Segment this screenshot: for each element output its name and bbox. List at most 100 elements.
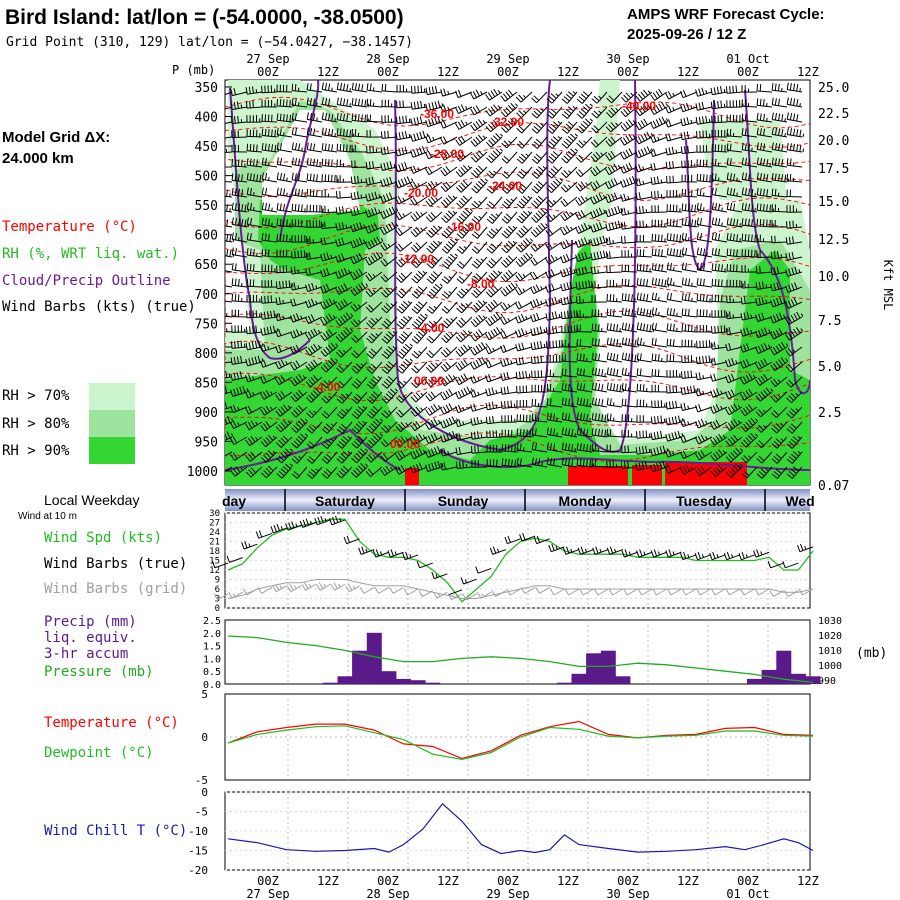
rh-key-80: RH > 80% (2, 416, 70, 432)
upper-wind-barb (530, 340, 548, 351)
barb-flag (246, 263, 249, 271)
barb-flag (353, 455, 360, 461)
upper-wind-barb (651, 384, 668, 393)
barb-flag (666, 338, 669, 346)
barb-staff (505, 121, 518, 133)
barb-flag (435, 85, 438, 93)
barb-flag (261, 202, 264, 210)
upper-wind-barb (395, 196, 413, 205)
upper-wind-barb (225, 106, 233, 110)
upper-wind-barb (259, 375, 278, 384)
upper-wind-barb (439, 416, 459, 429)
barb-flag (322, 301, 327, 308)
barb-staff (623, 151, 638, 160)
barb-flag (231, 173, 234, 181)
barb-flag (358, 268, 363, 276)
barb-flag (353, 334, 359, 341)
barb-flag (339, 128, 342, 136)
barb-flag (264, 295, 266, 303)
barb-flag (568, 413, 571, 421)
barb-staff (225, 181, 233, 183)
upper-wind-barb (395, 162, 413, 173)
barb-flag (411, 367, 418, 374)
barb-flag (267, 465, 274, 472)
barb-staff (400, 256, 413, 268)
barb-half-flag (253, 207, 255, 211)
upper-wind-barb (380, 286, 398, 298)
upper-wind-barb (635, 461, 653, 471)
barb-half-flag (286, 192, 288, 197)
barb-flag (462, 460, 464, 468)
barb-flag (353, 440, 360, 447)
barb-staff (446, 331, 458, 343)
barb-flag (695, 89, 699, 97)
barb-staff (401, 271, 413, 283)
barb-flag (473, 389, 477, 397)
upper-wind-barb (380, 161, 398, 171)
barb-flag (628, 293, 630, 302)
upper-wind-barb (455, 460, 473, 469)
barb-flag (531, 442, 534, 450)
upper-wind-barb (666, 204, 683, 213)
barb-flag (661, 279, 664, 287)
barb-flag (430, 376, 436, 383)
barb-flag (353, 192, 356, 200)
barb-staff (502, 346, 518, 353)
upper-wind-barb (530, 241, 548, 252)
barb-flag (306, 428, 313, 434)
barb-flag (560, 228, 565, 236)
barb-flag (635, 447, 638, 455)
barb-flag (275, 394, 281, 401)
barb-flag (568, 398, 571, 406)
upper-wind-barb (425, 85, 443, 96)
barb-staff (322, 256, 338, 262)
barb-staff (532, 301, 548, 309)
upper-wind-barb (230, 115, 248, 125)
barb-staff (491, 196, 503, 209)
barb-flag (621, 236, 623, 244)
barb-flag (530, 342, 533, 350)
barb-flag (220, 263, 221, 270)
upper-wind-barb (515, 286, 533, 296)
barb-flag (250, 467, 256, 474)
barb-flag (279, 281, 281, 289)
temperature-contour (225, 284, 810, 314)
barb-half-flag (452, 210, 456, 214)
barb-flag (425, 184, 431, 191)
barb-staff (368, 226, 383, 234)
upper-wind-barb (455, 135, 473, 146)
upper-wind-barb (591, 106, 608, 119)
barb-staff (504, 301, 518, 311)
upper-wind-barb (500, 255, 518, 268)
barb-flag (561, 368, 564, 376)
barb-staff (551, 151, 563, 164)
upper-wind-barb (230, 87, 248, 97)
barb-staff (638, 121, 653, 131)
barb-flag (328, 83, 331, 91)
top-hour-label: 12Z (557, 65, 579, 79)
barb-flag (458, 246, 465, 252)
barb-staff (225, 151, 233, 153)
barb-staff (622, 466, 638, 470)
barb-flag (293, 409, 299, 416)
barb-staff (667, 406, 683, 410)
barb-flag (591, 412, 594, 420)
barb-flag (306, 157, 309, 165)
barb-staff (386, 316, 398, 329)
barb-flag (578, 140, 585, 146)
upper-wind-barb (425, 115, 444, 128)
barb-flag (531, 113, 538, 119)
barb-flag (236, 372, 240, 380)
upper-wind-barb (440, 181, 458, 192)
barb-flag (398, 365, 405, 372)
barb-flag (307, 347, 313, 354)
barb-flag (666, 262, 669, 270)
barb-flag (338, 441, 345, 447)
upper-wind-barb (515, 370, 533, 380)
barb-staff (262, 239, 278, 243)
barb-flag (576, 113, 583, 119)
barb-flag (614, 221, 618, 229)
barb-flag (621, 307, 624, 315)
upper-wind-barb (395, 115, 413, 125)
barb-half-flag (482, 135, 486, 139)
